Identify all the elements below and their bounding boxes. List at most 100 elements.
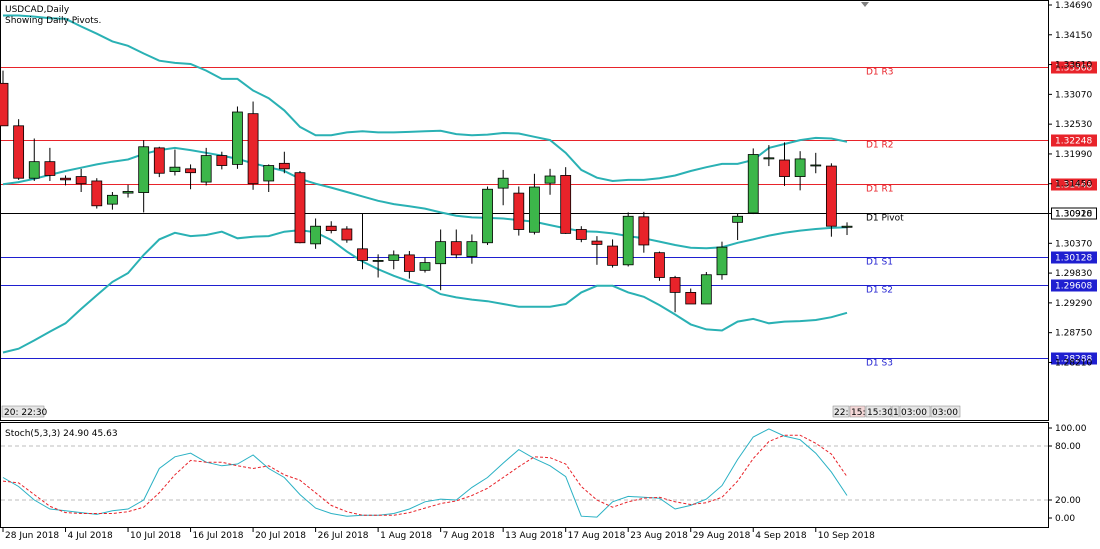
candle (716, 241, 728, 280)
pivot-price-tag: 1.31448 (1051, 178, 1097, 191)
date-tick-label: 20 Jul 2018 (255, 531, 306, 541)
pivot-lines: D1 R3 1.33568 D1 R2 1.32248 D1 R1 1.31448 D1 P… (1, 61, 1097, 369)
pivot-label: D1 S3 (866, 359, 893, 369)
candle (263, 164, 275, 193)
candle (232, 106, 243, 169)
chart-shift-marker-icon[interactable] (861, 2, 869, 7)
stoch-main-line (2, 428, 848, 518)
candle (654, 251, 665, 281)
candles (0, 70, 853, 313)
candle (435, 229, 447, 291)
pivot-label: D1 S2 (866, 286, 893, 296)
candle (700, 271, 712, 305)
price-tick-label: 1.33610 (1055, 61, 1092, 71)
date-tick-label: 4 Jul 2018 (68, 531, 113, 541)
candle (622, 212, 634, 267)
time-label-text: 03:00 (901, 408, 927, 418)
date-tick-label: 26 Jul 2018 (318, 531, 369, 541)
candle (763, 145, 775, 167)
pivot-price-tag-text: 1.28288 (1055, 355, 1092, 365)
stoch-tick-label: 80.00 (1055, 442, 1081, 452)
time-label-text: 15: (851, 408, 865, 418)
candle (247, 101, 259, 190)
candle (513, 186, 525, 236)
candle (466, 234, 478, 264)
pivot-label: D1 R1 (866, 185, 894, 195)
candle (91, 178, 103, 209)
price-axis: 1.34690 1.34150 1.33610 1.33070 1.32530 1.319… (1048, 1, 1092, 368)
candle (685, 288, 697, 305)
candle (0, 70, 9, 127)
price-tick-label: 1.31450 (1055, 180, 1092, 190)
date-tick-label: 1 Aug 2018 (380, 531, 432, 541)
bollinger-upper-band (3, 14, 848, 183)
pivot-price-tag: 1.32248 (1051, 134, 1097, 147)
symbol-title: USDCAD,Daily (5, 5, 70, 15)
stoch-panel-frame (0, 422, 1049, 528)
stoch-signal-line (2, 434, 848, 516)
pivot-label: D1 Pivot (866, 214, 904, 224)
right-time-labels: 22: 15: 15:30 1 03:00 03:00 (832, 405, 961, 418)
candle (325, 221, 337, 234)
date-tick-label: 16 Jul 2018 (193, 531, 244, 541)
stoch-axis: 100.00 80.00 20.00 0.00 (1048, 424, 1087, 524)
date-axis: 28 Jun 2018 4 Jul 2018 10 Jul 2018 16 Jul 2… (2, 528, 875, 541)
pivot-price-tag: 1.33568 (1051, 61, 1097, 74)
time-label-text: 1 (893, 408, 899, 418)
bollinger-lower-band (2, 229, 848, 354)
candle (13, 119, 25, 180)
pivot-price-tag-text: 1.30928 (1055, 210, 1092, 220)
candle (138, 140, 150, 213)
candle (732, 213, 744, 240)
candle (810, 152, 822, 174)
pivot-price-tag: 1.29608 (1051, 279, 1097, 292)
candle (200, 147, 212, 186)
time-label-text: 15:30 (867, 408, 893, 418)
candle (825, 163, 837, 237)
candle (638, 211, 650, 253)
candle (357, 213, 368, 270)
date-tick-label: 23 Aug 2018 (630, 531, 688, 541)
pivot-price-tag-text: 1.29608 (1055, 282, 1092, 292)
candle (107, 192, 118, 210)
time-label-text: 22: (834, 408, 848, 418)
candle (388, 250, 400, 270)
candle (544, 168, 556, 195)
time-label-text: 03:00 (932, 408, 958, 418)
price-tick-label: 1.30910 (1055, 210, 1092, 220)
main-chart-frame (0, 0, 1049, 421)
date-tick-label: 17 Aug 2018 (568, 531, 626, 541)
candle (450, 229, 462, 259)
candle (419, 257, 431, 273)
pivot-price-tag-text: 1.32248 (1055, 137, 1092, 147)
candle (669, 275, 681, 313)
candle (294, 171, 306, 244)
candle (747, 148, 759, 215)
date-tick-label: 10 Sep 2018 (818, 531, 875, 541)
pivot-price-tag: 1.28288 (1051, 352, 1097, 365)
candle (403, 251, 415, 279)
candle (153, 146, 165, 178)
chart-subtitle: Showing Daily Pivots. (5, 16, 101, 26)
price-tick-label: 1.30370 (1055, 239, 1092, 249)
price-tick-label: 1.32530 (1055, 120, 1092, 130)
pivot-label: D1 R3 (866, 68, 894, 78)
candle (310, 218, 322, 249)
stoch-tick-label: 0.00 (1055, 514, 1075, 524)
candle (575, 226, 587, 243)
pivot-price-tag: 1.30928 (1051, 207, 1097, 220)
left-time-labels: 20: 22:30 (1, 405, 48, 418)
price-tick-label: 1.33070 (1055, 90, 1092, 100)
candle (841, 222, 853, 236)
candle (591, 236, 603, 265)
candle (779, 142, 790, 186)
stoch-tick-label: 100.00 (1055, 424, 1087, 434)
candle (122, 184, 134, 198)
stochastic-oscillator (1, 428, 1048, 518)
price-tick-label: 1.28210 (1055, 358, 1092, 368)
pivot-price-tag-text: 1.30128 (1055, 254, 1092, 264)
pivot-label: D1 R2 (866, 141, 894, 151)
price-tick-label: 1.34150 (1055, 31, 1092, 41)
candle (794, 151, 806, 191)
